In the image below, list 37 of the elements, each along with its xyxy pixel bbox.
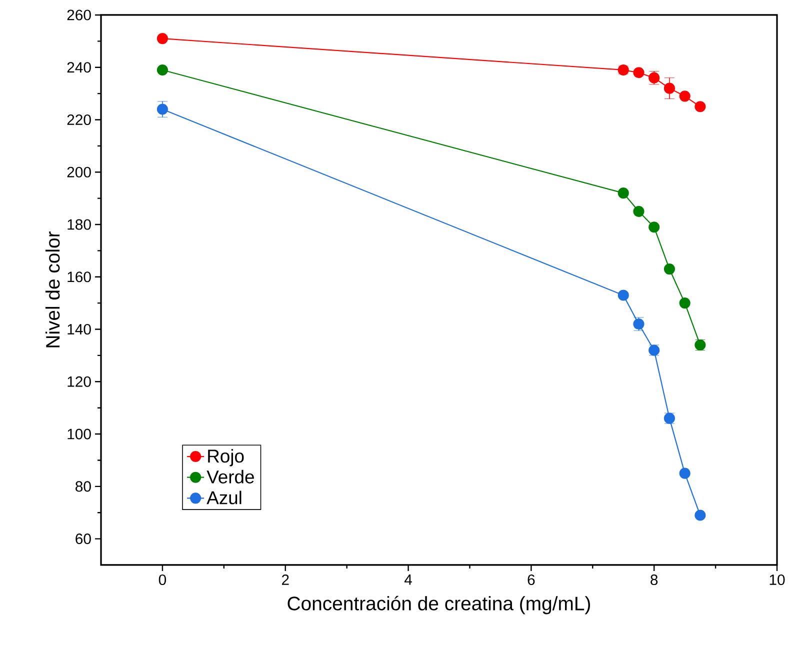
x-tick-label: 4 bbox=[404, 574, 412, 585]
point bbox=[156, 104, 168, 115]
x-tick-label: 0 bbox=[158, 574, 166, 586]
y-tick-label: 120 bbox=[68, 376, 91, 387]
x-tick-label: 6 bbox=[528, 574, 535, 586]
y-tick-label: 80 bbox=[76, 481, 91, 492]
point bbox=[156, 64, 168, 76]
y-axis-title: Nivel de color bbox=[45, 232, 60, 348]
point bbox=[633, 206, 644, 217]
y-tick-label: 240 bbox=[67, 62, 91, 73]
point bbox=[694, 101, 706, 112]
y-tick-label: 220 bbox=[67, 114, 91, 126]
point bbox=[618, 188, 629, 199]
point bbox=[679, 468, 690, 479]
point bbox=[633, 67, 644, 78]
point bbox=[694, 510, 706, 521]
legend-label: Azul bbox=[206, 490, 242, 504]
y-tick-label: 260 bbox=[67, 10, 91, 20]
point bbox=[664, 264, 675, 275]
x-tick-label: 10 bbox=[770, 574, 785, 586]
x-tick-label: 8 bbox=[650, 574, 658, 586]
point bbox=[648, 222, 660, 233]
point bbox=[156, 33, 168, 44]
x-axis-title: Concentración de creatina (mg/mL) bbox=[288, 596, 590, 614]
y-tick-label: 160 bbox=[68, 272, 91, 282]
point bbox=[664, 82, 675, 94]
point bbox=[679, 298, 690, 309]
y-tick-label: 180 bbox=[68, 219, 91, 230]
legend-label: Rojo bbox=[208, 449, 244, 466]
x-tick-label: 2 bbox=[282, 574, 289, 585]
point bbox=[679, 90, 690, 102]
y-tick-label: 200 bbox=[67, 166, 91, 178]
y-tick-label: 60 bbox=[76, 534, 91, 544]
point bbox=[618, 290, 629, 301]
y-tick-label: 100 bbox=[68, 428, 91, 440]
y-tick-label: 140 bbox=[68, 324, 91, 335]
legend-label: Verde bbox=[206, 470, 254, 484]
